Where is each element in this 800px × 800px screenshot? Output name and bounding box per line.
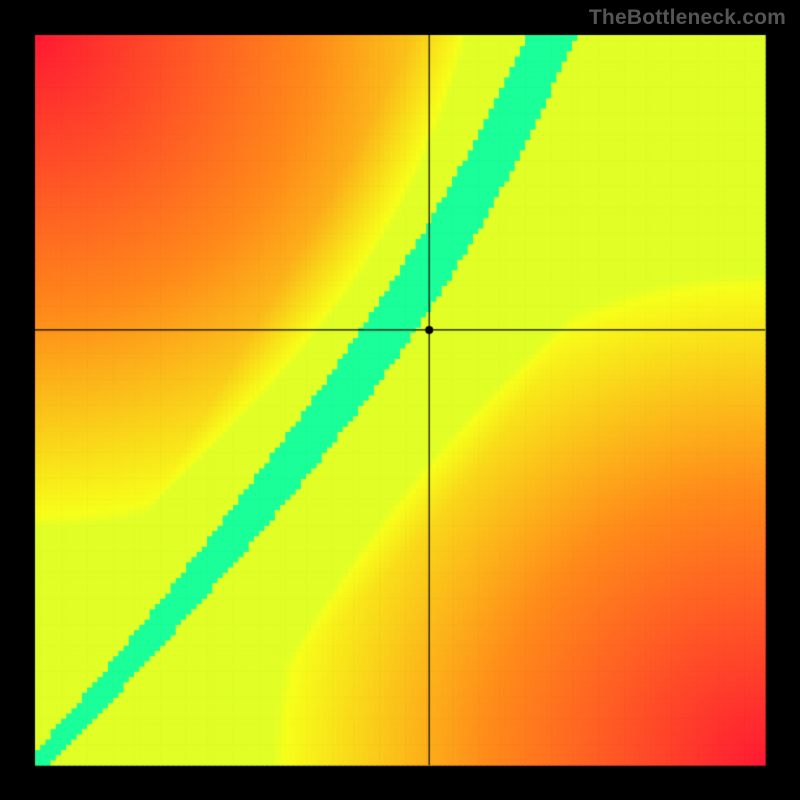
heatmap-canvas	[0, 0, 800, 800]
chart-container: TheBottleneck.com	[0, 0, 800, 800]
watermark-text: TheBottleneck.com	[589, 6, 786, 30]
